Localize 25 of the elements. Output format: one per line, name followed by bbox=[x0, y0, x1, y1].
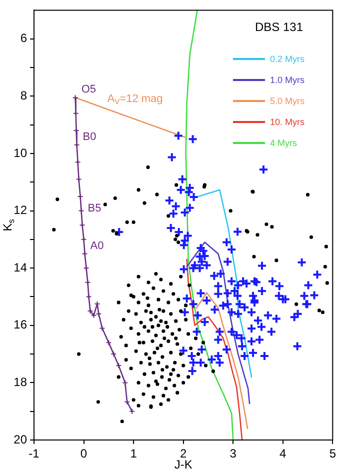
y-tick-label: 18 bbox=[14, 375, 28, 390]
x-tick-label: 0 bbox=[80, 446, 88, 461]
y-tick-label: 10 bbox=[14, 146, 28, 160]
annotation: B5 bbox=[88, 202, 102, 215]
legend-label: 5.0 Myrs bbox=[270, 96, 305, 106]
y-tick-label: 20 bbox=[14, 432, 28, 446]
x-tick-label: -1 bbox=[28, 446, 40, 461]
legend-label: 0.2 Myrs bbox=[270, 54, 305, 64]
x-tick-label: 5 bbox=[329, 446, 336, 461]
legend-label: 1.0 Myrs bbox=[270, 74, 305, 84]
x-tick-label: 3 bbox=[230, 446, 237, 461]
y-tick-label: 6 bbox=[20, 31, 28, 46]
annotation: A0 bbox=[90, 240, 104, 252]
annotation: O5 bbox=[81, 84, 96, 96]
y-tick-label: 14 bbox=[14, 260, 28, 274]
x-tick-label: 1 bbox=[130, 446, 138, 461]
legend-label: 4 Myrs bbox=[270, 138, 297, 148]
annotation: B0 bbox=[82, 130, 96, 143]
y-tick-label: 16 bbox=[14, 318, 28, 332]
legend-title: DBS 131 bbox=[254, 20, 304, 34]
x-tick-label: 4 bbox=[280, 446, 287, 461]
y-tick-label: 12 bbox=[14, 203, 28, 218]
legend-label: 10. Myrs bbox=[270, 116, 305, 126]
y-tick-label: 8 bbox=[20, 88, 28, 102]
y-axis-title: Ks bbox=[0, 219, 16, 232]
